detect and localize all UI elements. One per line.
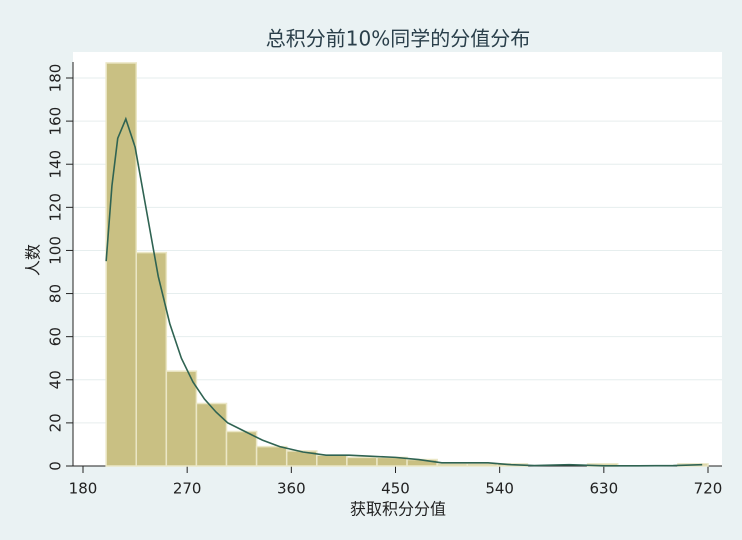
- chart-title: 总积分前10%同学的分值分布: [266, 27, 530, 51]
- y-tick-label: 80: [47, 284, 65, 303]
- x-tick-label: 450: [381, 480, 410, 498]
- x-tick-label: 630: [590, 480, 619, 498]
- bar: [346, 456, 378, 467]
- x-tick-label: 360: [277, 480, 306, 498]
- x-tick-label: 540: [485, 480, 514, 498]
- y-tick-label: 20: [47, 413, 65, 432]
- bar: [225, 430, 258, 467]
- bar: [135, 251, 168, 467]
- bar: [105, 62, 137, 467]
- x-tick-label: 720: [694, 480, 723, 498]
- bar: [195, 402, 228, 467]
- x-tick-label: 270: [173, 480, 202, 498]
- x-axis-label: 获取积分分值: [350, 500, 446, 519]
- x-tick-label: 180: [69, 480, 98, 498]
- y-tick-label: 180: [47, 64, 65, 93]
- bar: [165, 370, 198, 467]
- y-tick-label: 60: [47, 327, 65, 346]
- y-tick-label: 100: [47, 236, 65, 265]
- density-line: [105, 116, 703, 467]
- y-axis-label: 人数: [24, 244, 43, 276]
- y-tick-label: 140: [47, 150, 65, 179]
- y-tick-label: 0: [47, 461, 65, 471]
- bar: [316, 454, 348, 467]
- y-tick-label: 40: [47, 370, 65, 389]
- y-tick-label: 120: [47, 193, 65, 222]
- y-tick-label: 160: [47, 107, 65, 136]
- bar: [466, 463, 499, 467]
- bar: [255, 445, 288, 467]
- bar: [436, 463, 469, 467]
